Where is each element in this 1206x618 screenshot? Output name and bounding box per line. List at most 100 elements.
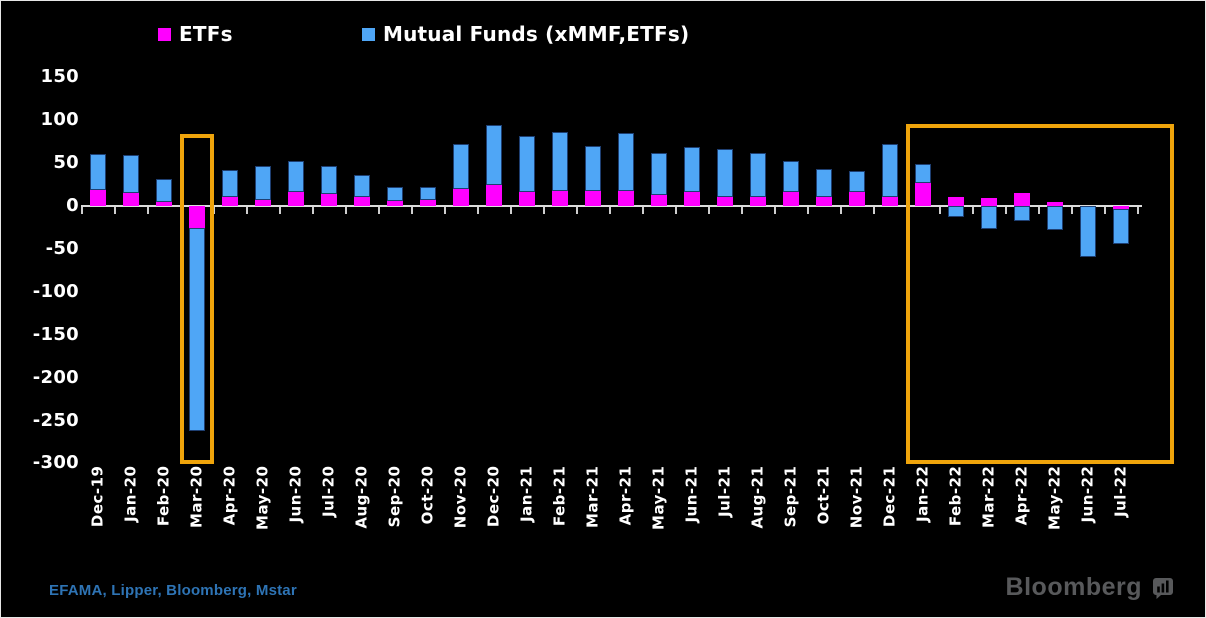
bar-segment-mutual-funds (222, 169, 238, 198)
y-tick-label: 50 (53, 152, 79, 174)
axis-tick-mark (443, 207, 446, 214)
bar-segment-mutual-funds (156, 178, 172, 202)
bar-segment-etf (585, 190, 601, 206)
bar-segment-mutual-funds (849, 170, 865, 193)
bar-segment-mutual-funds (453, 144, 469, 189)
bar-segment-etf (651, 194, 667, 206)
axis-tick-mark (542, 207, 545, 214)
legend-swatch-icon (158, 27, 171, 41)
x-tick-label: May-20 (253, 465, 272, 530)
source-attribution: EFAMA, Lipper, Bloomberg, Mstar (49, 582, 297, 599)
axis-tick-mark (575, 207, 578, 214)
highlight-box (180, 133, 214, 465)
axis-tick-mark (1070, 207, 1073, 214)
x-tick-label: Aug-21 (748, 465, 767, 529)
x-tick-label: Dec-20 (484, 465, 503, 528)
bar-segment-mutual-funds (288, 161, 304, 193)
bar-segment-mutual-funds (717, 148, 733, 197)
axis-tick-mark (674, 207, 677, 214)
bar-segment-etf (519, 192, 535, 206)
axis-tick-mark (278, 207, 281, 214)
axis-tick-mark (872, 207, 875, 214)
bar-chart-bubble-icon (1151, 576, 1175, 600)
bar-segment-etf (618, 191, 634, 206)
x-tick-label: Mar-20 (187, 465, 206, 529)
bar-segment-etf (387, 200, 403, 206)
x-tick-label: Oct-21 (814, 465, 833, 525)
bar-segment-etf (321, 193, 337, 206)
axis-tick-mark (509, 207, 512, 214)
x-tick-label: Jan-21 (517, 465, 536, 522)
x-tick-label: Dec-19 (88, 465, 107, 528)
x-tick-label: Apr-21 (616, 465, 635, 526)
bar-segment-mutual-funds (321, 165, 337, 194)
y-tick-label: -100 (32, 280, 79, 302)
y-tick-label: -250 (32, 409, 79, 431)
bar-segment-mutual-funds (1047, 206, 1063, 231)
axis-tick-mark (1004, 207, 1007, 214)
legend-item: ETFs (158, 21, 233, 47)
axis-tick-mark (839, 207, 842, 214)
bar-segment-etf (783, 192, 799, 206)
bar-segment-mutual-funds (750, 152, 766, 198)
bar-segment-mutual-funds (618, 133, 634, 192)
y-tick-label: 150 (40, 66, 79, 88)
bar-segment-etf (156, 201, 172, 206)
axis-tick-mark (773, 207, 776, 214)
bar-segment-etf (849, 192, 865, 206)
x-tick-label: Jul-21 (715, 465, 734, 518)
x-tick-label: Sep-20 (385, 465, 404, 528)
x-tick-label: Jul-20 (319, 465, 338, 518)
axis-tick-mark (80, 207, 83, 214)
legend-swatch-icon (362, 27, 375, 41)
x-tick-label: Apr-20 (220, 465, 239, 526)
x-tick-label: May-22 (1045, 465, 1064, 530)
x-tick-label: Feb-21 (550, 465, 569, 527)
y-tick-label: -300 (32, 452, 79, 474)
axis-tick-mark (1103, 207, 1106, 214)
bar-segment-mutual-funds (123, 155, 139, 194)
zero-axis-line (81, 205, 1142, 207)
bar-segment-etf (882, 197, 898, 206)
x-tick-label: Mar-22 (979, 465, 998, 529)
axis-tick-mark (806, 207, 809, 214)
bar-segment-mutual-funds (816, 169, 832, 198)
y-tick-label: 0 (66, 195, 79, 216)
bar-segment-mutual-funds (552, 132, 568, 191)
bar-segment-mutual-funds (519, 135, 535, 193)
x-tick-label: Nov-20 (451, 465, 470, 529)
bar-segment-etf (189, 206, 205, 229)
bar-segment-etf (1113, 206, 1129, 209)
axis-tick-mark (740, 207, 743, 214)
bar-segment-mutual-funds (948, 206, 964, 218)
bar-segment-etf (90, 189, 106, 206)
y-tick-label: -200 (32, 366, 79, 388)
axis-tick-mark (476, 207, 479, 214)
axis-tick-mark (377, 207, 380, 214)
bloomberg-logo: Bloomberg (1006, 573, 1175, 602)
axis-tick-mark (245, 207, 248, 214)
axis-tick-mark (938, 207, 941, 214)
axis-tick-mark (113, 207, 116, 214)
bar-segment-mutual-funds (684, 146, 700, 193)
bar-segment-etf (948, 197, 964, 206)
bar-segment-etf (255, 199, 271, 206)
x-tick-label: Jun-20 (286, 465, 305, 523)
x-tick-label: Jun-22 (1078, 465, 1097, 523)
bar-segment-mutual-funds (882, 144, 898, 198)
axis-tick-mark (1136, 207, 1139, 214)
bar-segment-etf (915, 182, 931, 206)
bar-segment-mutual-funds (915, 163, 931, 183)
y-tick-label: -150 (32, 323, 79, 345)
bar-segment-mutual-funds (585, 145, 601, 191)
axis-tick-mark (971, 207, 974, 214)
x-tick-label: Jul-22 (1111, 465, 1130, 518)
bar-segment-mutual-funds (189, 228, 205, 431)
highlight-box (906, 123, 1174, 465)
legend-item: Mutual Funds (xMMF,ETFs) (362, 21, 689, 47)
bar-segment-mutual-funds (1080, 206, 1096, 257)
bar-segment-mutual-funds (420, 187, 436, 200)
x-tick-label: Nov-21 (847, 465, 866, 529)
bar-segment-etf (354, 197, 370, 206)
